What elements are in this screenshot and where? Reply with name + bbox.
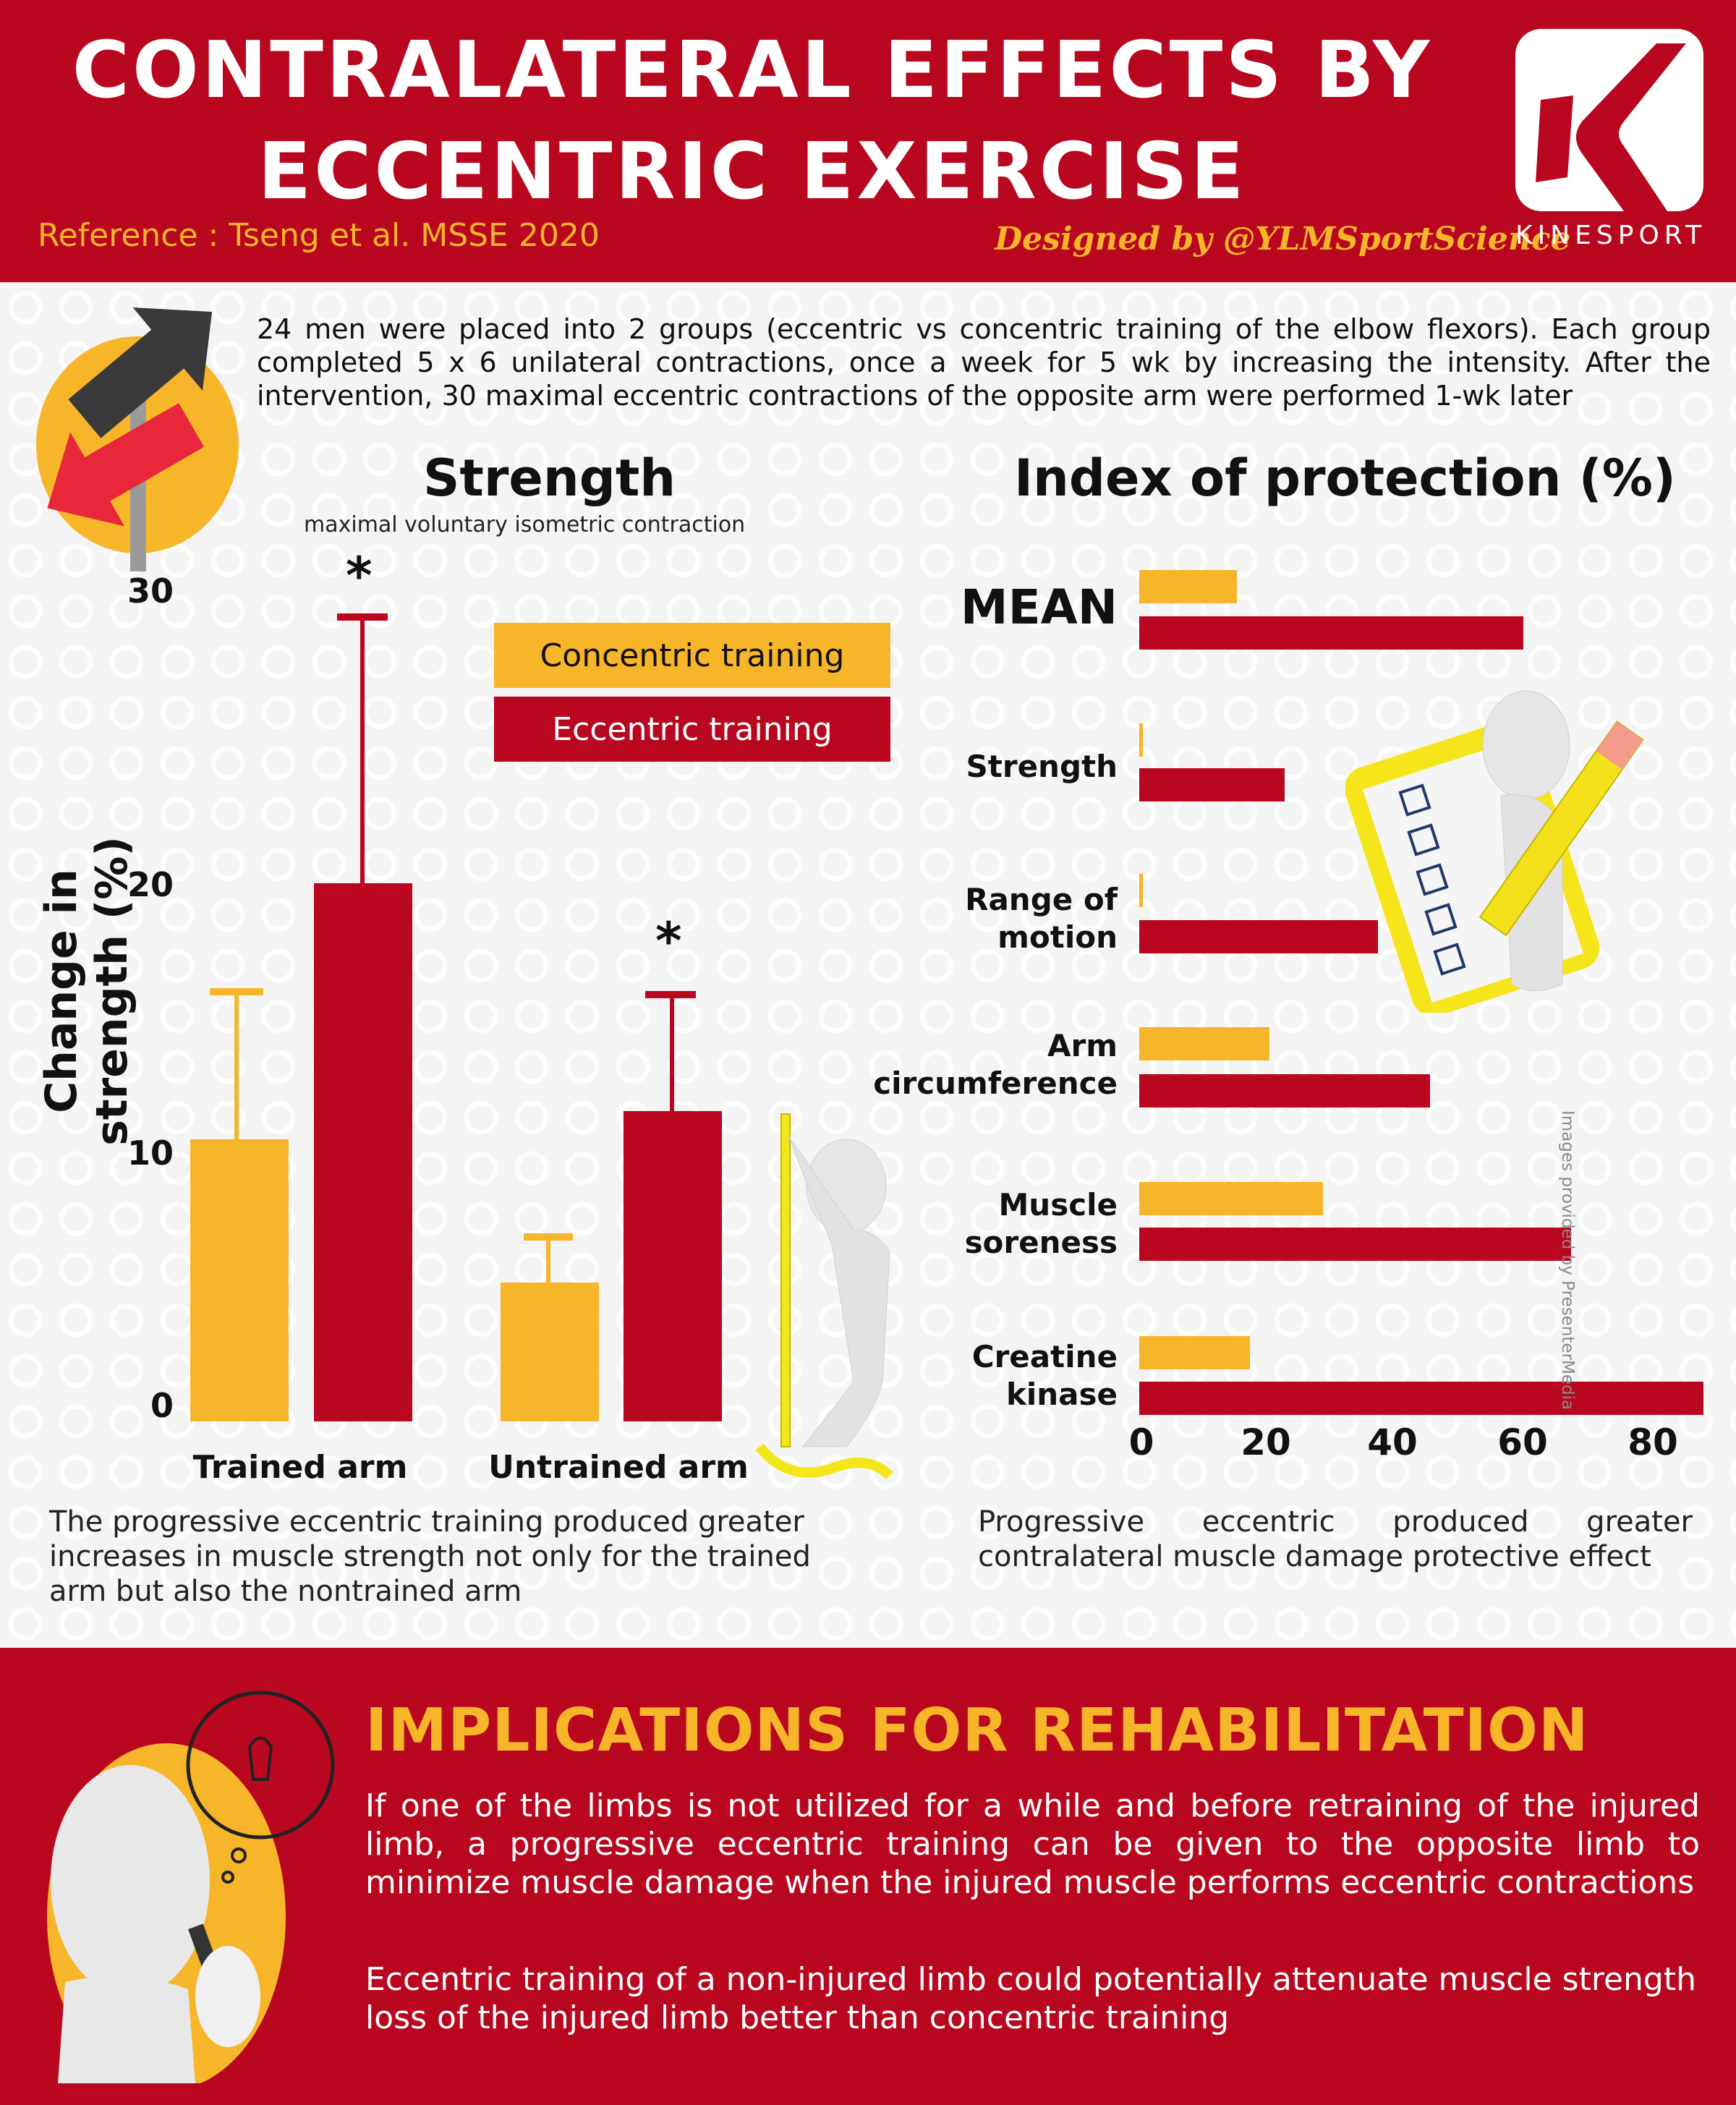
page-title: CONTRALATERAL EFFECTS BY ECCENTRIC EXERC… — [14, 20, 1490, 223]
title-line-1: CONTRALATERAL EFFECTS BY — [72, 25, 1433, 116]
thinking-figure-icon — [22, 1678, 354, 2091]
strength-chart-title: Strength — [423, 448, 676, 508]
bar-trained-concentric — [190, 1139, 289, 1421]
bar-trained-eccentric — [314, 883, 412, 1421]
category-creatine-kinase: Creatine kinase — [832, 1338, 1118, 1413]
error-cap-untrained-concentric — [524, 1233, 573, 1241]
hbar-creatine-kinase-eccentric — [1139, 1382, 1703, 1415]
category-mean: MEAN — [960, 579, 1118, 635]
error-cap-trained-eccentric — [337, 613, 388, 621]
category-label-line1: Arm — [1047, 1028, 1118, 1063]
category-label-line2: kinase — [1005, 1377, 1118, 1412]
category-range-of-motion: Range of motion — [832, 881, 1118, 956]
x-category-untrained-arm: Untrained arm — [488, 1449, 749, 1486]
category-label-line2: motion — [997, 919, 1118, 955]
legend-eccentric: Eccentric training — [494, 697, 890, 762]
reference-text: Reference : Tseng et al. MSSE 2020 — [38, 217, 600, 254]
hbar-muscle-soreness-eccentric — [1139, 1228, 1571, 1261]
category-arm-circumference: Arm circumference — [796, 1027, 1118, 1102]
x-category-trained-arm: Trained arm — [192, 1449, 408, 1486]
category-label-line2: circumference — [873, 1066, 1118, 1101]
error-cap-trained-concentric — [210, 988, 263, 995]
hbar-mean-eccentric — [1139, 616, 1523, 650]
error-bar-trained-eccentric — [360, 616, 365, 883]
direction-arrows-icon — [22, 297, 253, 586]
implications-paragraph-2: Eccentric training of a non-injured limb… — [365, 1961, 1696, 2036]
designed-by-text: Designed by @YLMSportScience — [995, 221, 1571, 258]
legend-concentric: Concentric training — [494, 623, 890, 688]
hbar-rom-eccentric — [1139, 920, 1378, 953]
logo-text: KINESPORT — [1515, 221, 1707, 250]
measuring-figure-icon — [745, 1107, 911, 1490]
error-cap-untrained-eccentric — [645, 991, 696, 998]
category-label-line1: Muscle — [998, 1187, 1118, 1222]
error-bar-untrained-eccentric — [670, 993, 674, 1111]
hbar-strength-concentric — [1139, 723, 1143, 757]
significance-star-untrained: * — [655, 911, 682, 971]
y-tick-10: 10 — [127, 1134, 174, 1173]
hbar-mean-concentric — [1139, 570, 1237, 603]
error-bar-untrained-concentric — [546, 1237, 550, 1283]
category-label-line1: Range of — [965, 882, 1118, 917]
category-label-line1: Creatine — [971, 1339, 1118, 1374]
x-tick-80: 80 — [1628, 1421, 1678, 1463]
hbar-rom-concentric — [1139, 874, 1143, 907]
protection-caption: Progressive eccentric produced greater c… — [978, 1505, 1693, 1573]
hbar-muscle-soreness-concentric — [1139, 1182, 1323, 1215]
y-tick-30: 30 — [127, 571, 174, 611]
strength-caption: The progressive eccentric training produ… — [49, 1505, 811, 1608]
x-tick-40: 40 — [1367, 1421, 1418, 1463]
header-banner — [0, 0, 1736, 284]
bar-untrained-concentric — [501, 1283, 599, 1421]
significance-star-trained: * — [346, 546, 373, 605]
strength-chart-subtitle: maximal voluntary isometric contraction — [304, 512, 746, 537]
y-tick-20: 20 — [127, 865, 174, 904]
category-muscle-soreness: Muscle soreness — [832, 1186, 1118, 1262]
hbar-arm-circumference-concentric — [1139, 1027, 1269, 1060]
x-tick-60: 60 — [1497, 1421, 1548, 1463]
x-tick-20: 20 — [1241, 1421, 1291, 1463]
implications-paragraph-1: If one of the limbs is not utilized for … — [365, 1787, 1700, 1901]
title-line-2: ECCENTRIC EXERCISE — [258, 127, 1247, 217]
hbar-creatine-kinase-concentric — [1139, 1336, 1250, 1369]
y-tick-0: 0 — [150, 1386, 174, 1425]
image-credit: Images provided by PresenterMedia — [1558, 1110, 1577, 1411]
kinesport-logo-icon — [1515, 29, 1703, 211]
implications-title: IMPLICATIONS FOR REHABILITATION — [365, 1696, 1589, 1765]
protection-chart-title: Index of protection (%) — [1014, 448, 1676, 508]
implications-section — [0, 1648, 1736, 2105]
x-tick-0: 0 — [1128, 1421, 1154, 1463]
category-strength: Strength — [966, 749, 1118, 784]
hbar-strength-eccentric — [1139, 768, 1285, 801]
error-bar-trained-concentric — [234, 990, 239, 1139]
category-label-line2: soreness — [964, 1225, 1118, 1260]
hbar-arm-circumference-eccentric — [1139, 1074, 1430, 1107]
intro-description: 24 men were placed into 2 groups (eccent… — [257, 313, 1711, 412]
clipboard-figure-icon — [1344, 680, 1722, 1017]
y-axis-label: Change in strength (%) — [36, 836, 137, 1146]
bar-untrained-eccentric — [624, 1111, 722, 1421]
